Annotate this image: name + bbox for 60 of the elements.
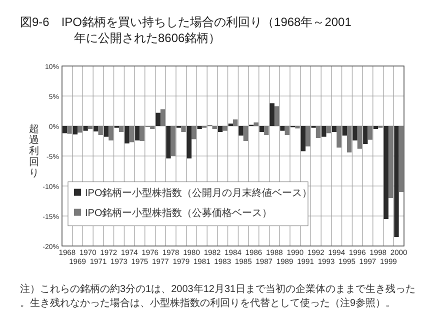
bar: [398, 126, 404, 192]
bar: [347, 126, 352, 152]
bar: [306, 126, 310, 146]
bar: [300, 126, 306, 152]
bar: [373, 126, 378, 129]
bar: [254, 122, 258, 126]
bar: [264, 126, 269, 135]
bar: [280, 126, 285, 131]
bar: [243, 126, 248, 141]
bar: [98, 126, 103, 135]
bar: [368, 126, 372, 140]
bar: [140, 126, 144, 141]
bar: [83, 126, 88, 131]
bar: [124, 126, 130, 144]
bar: [342, 126, 347, 136]
bar: [94, 126, 98, 132]
bar: [212, 126, 217, 129]
bar: [129, 126, 134, 142]
bar: [170, 126, 176, 156]
bar: [150, 126, 155, 129]
bar: [166, 126, 171, 158]
bar: [332, 126, 337, 132]
bar: [192, 126, 196, 140]
bar: [72, 126, 78, 134]
bar: [135, 126, 140, 140]
bar: [284, 126, 290, 135]
bar: [270, 103, 274, 126]
bar: [181, 126, 186, 132]
y-axis-title: 超過利回り: [29, 124, 39, 179]
bar: [88, 126, 93, 129]
bar: [104, 126, 109, 137]
bar: [363, 126, 368, 144]
legend-label: IPO銘柄ー小型株指数（公募価格ベース）: [85, 206, 272, 219]
bar: [119, 126, 124, 132]
bar: [357, 126, 362, 149]
bar: [78, 126, 82, 133]
bar: [394, 126, 399, 237]
text: 注）これらの銘柄の約3分の1は、2003年12月31日まで当初の企業体のままで生き残った。生き残れなかった場合は、小型株指数の利回りを代替として使った（注9参照）。: [20, 283, 416, 309]
bar: [336, 126, 342, 148]
bar: [322, 126, 326, 137]
bar: [67, 126, 72, 134]
bar: [156, 112, 160, 126]
bar: [384, 126, 388, 219]
bar: [62, 126, 68, 134]
bar: [218, 126, 223, 132]
bar: [233, 119, 238, 126]
bar: [259, 126, 264, 132]
bar: [352, 126, 358, 140]
bar: [197, 126, 202, 129]
bar: [316, 126, 321, 138]
bar: [238, 126, 244, 136]
bar: [388, 126, 394, 198]
title: 図9-6 IPO銘柄を買い持ちした場合の利回り（1968年～2001年に公開された8606銘柄）: [20, 15, 352, 45]
bar: [108, 126, 114, 140]
bar: [222, 126, 228, 131]
legend-label: IPO銘柄ー小型株指数（公開月の月末終値ベース）: [85, 186, 312, 199]
bar: [160, 109, 166, 126]
bar: [274, 106, 280, 126]
bar: [186, 126, 192, 158]
bar: [326, 126, 331, 134]
